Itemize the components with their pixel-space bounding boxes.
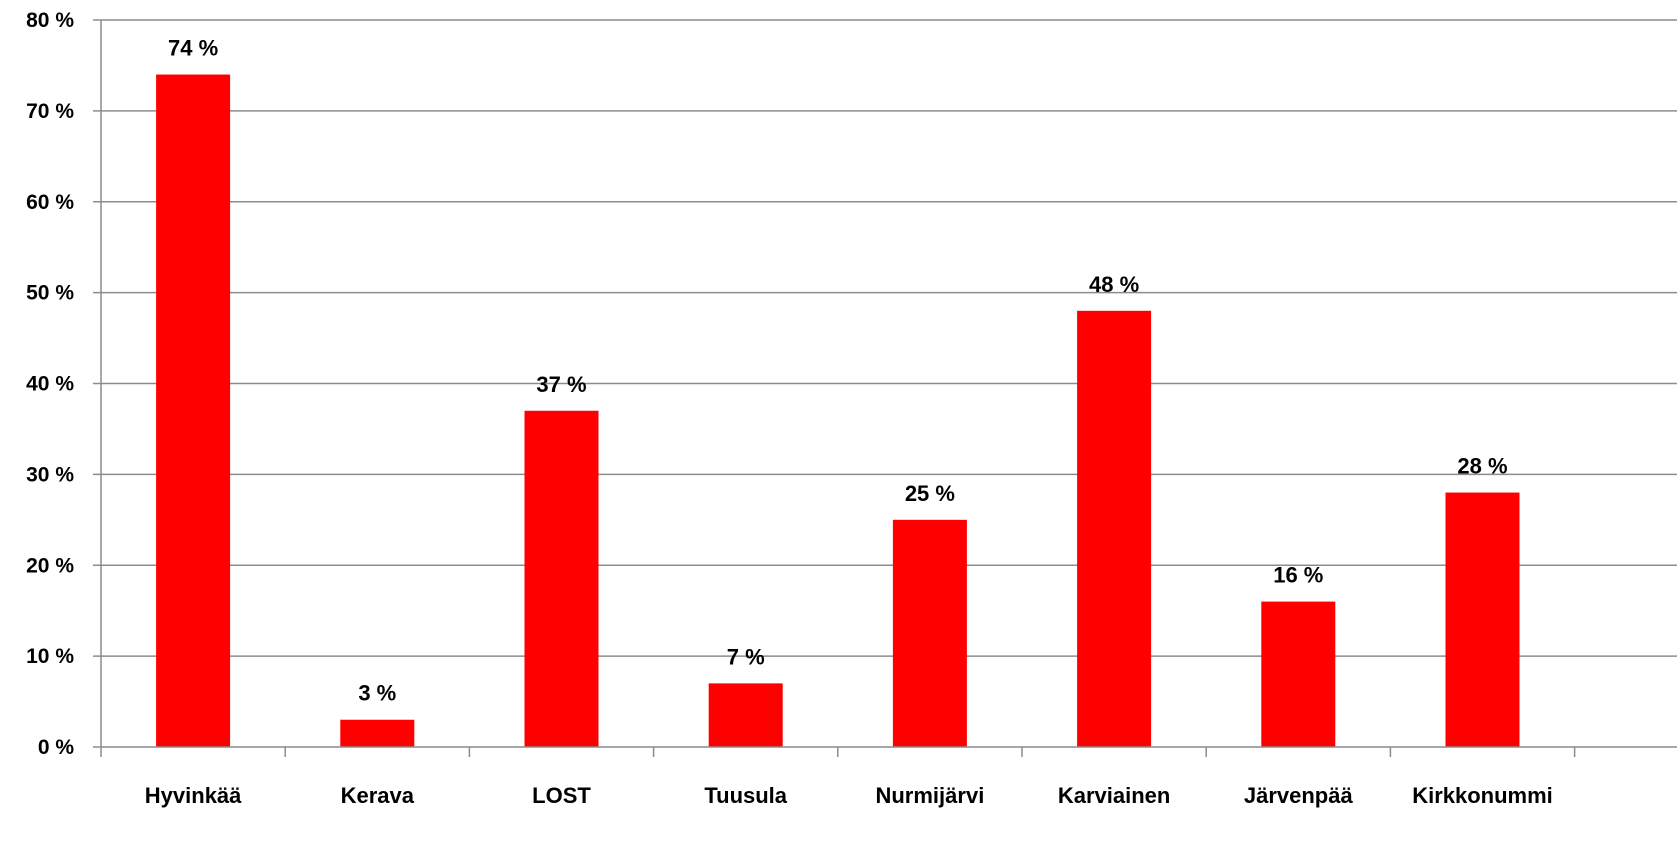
category-label: Järvenpää — [1244, 783, 1354, 808]
category-label: Kirkkonummi — [1412, 783, 1553, 808]
data-label: 7 % — [727, 644, 765, 669]
label-layer: 0 % 10 % 20 % 30 % 40 % 50 % 60 % 70 % 80 % 74 % H… — [26, 9, 1553, 808]
category-label: Kerava — [341, 783, 415, 808]
bar-4 — [708, 683, 783, 747]
data-label: 16 % — [1273, 563, 1323, 588]
y-tick-label: 40 % — [26, 373, 74, 396]
category-label: Nurmijärvi — [875, 783, 984, 808]
bar-8 — [1445, 492, 1520, 747]
category-label: Hyvinkää — [145, 783, 242, 808]
bar-7 — [1261, 601, 1336, 747]
bar-3 — [524, 410, 599, 747]
y-tick-label: 20 % — [26, 554, 74, 577]
y-tick-label: 80 % — [26, 9, 74, 32]
data-label: 3 % — [358, 681, 396, 706]
y-tick-label: 30 % — [26, 463, 74, 486]
y-tick-label: 10 % — [26, 645, 74, 668]
grid-layer — [101, 19, 1677, 657]
category-label: Tuusula — [704, 783, 787, 808]
category-label: Karviainen — [1058, 783, 1171, 808]
y-tick-label: 0 % — [38, 736, 75, 759]
data-label: 25 % — [905, 481, 955, 506]
axis-layer — [93, 19, 1677, 757]
bar-5 — [892, 519, 967, 747]
bar-layer — [156, 74, 1520, 747]
data-label: 48 % — [1089, 272, 1139, 297]
bar-2 — [340, 719, 415, 747]
y-tick-label: 60 % — [26, 191, 74, 214]
bar-6 — [1077, 310, 1152, 747]
bar-1 — [156, 74, 231, 747]
category-label: LOST — [532, 783, 591, 808]
data-label: 74 % — [168, 36, 218, 61]
data-label: 28 % — [1457, 454, 1507, 479]
y-tick-label: 70 % — [26, 100, 74, 123]
data-label: 37 % — [536, 372, 586, 397]
y-tick-label: 50 % — [26, 282, 74, 305]
